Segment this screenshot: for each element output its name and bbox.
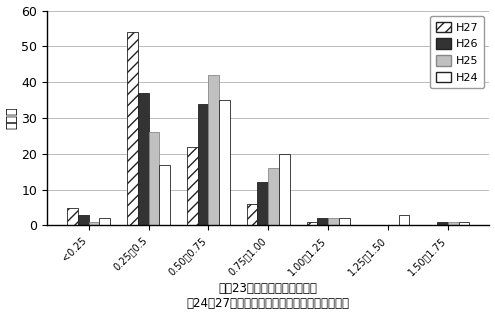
Bar — [398, 215, 409, 225]
Bar — [257, 182, 268, 225]
Bar — [328, 218, 339, 225]
Bar — [138, 93, 148, 225]
Bar — [99, 218, 110, 225]
Bar — [458, 222, 469, 225]
Bar — [89, 222, 99, 225]
Bar — [67, 208, 78, 225]
Bar — [247, 204, 257, 225]
Bar — [437, 222, 448, 225]
Legend: H27, H26, H25, H24: H27, H26, H25, H24 — [430, 16, 484, 88]
Bar — [317, 218, 328, 225]
Bar — [198, 104, 208, 225]
Bar — [127, 32, 138, 225]
Bar — [148, 132, 159, 225]
Bar — [219, 100, 230, 225]
Bar — [279, 154, 290, 225]
Bar — [448, 222, 458, 225]
Bar — [159, 165, 170, 225]
Bar — [78, 215, 89, 225]
X-axis label: 平成23年度調査結果に対する
年24〜27年度土壌中の放射性セシウム濃度の比: 平成23年度調査結果に対する 年24〜27年度土壌中の放射性セシウム濃度の比 — [187, 283, 350, 310]
Bar — [268, 168, 279, 225]
Bar — [339, 218, 349, 225]
Bar — [306, 222, 317, 225]
Y-axis label: 地点数: 地点数 — [5, 107, 18, 129]
Bar — [187, 147, 198, 225]
Bar — [208, 75, 219, 225]
